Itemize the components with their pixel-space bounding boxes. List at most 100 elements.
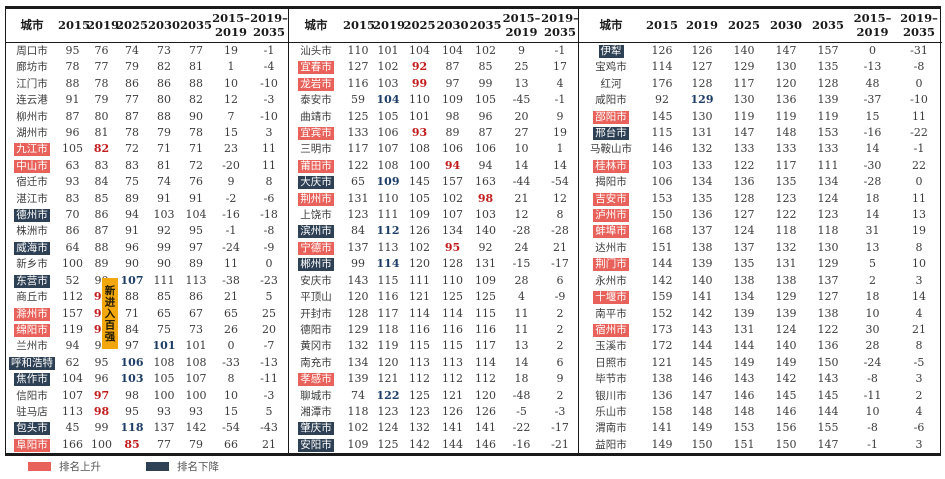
- rank-cell: 0: [869, 44, 876, 57]
- column-header: 2019– 2035: [250, 9, 288, 43]
- rank-cell: 65: [157, 306, 171, 320]
- rank-cell: 149: [775, 355, 797, 369]
- table-row: 荆州市 131 110 105 102 98 21 12: [289, 191, 579, 207]
- rank-cell: 141: [691, 290, 713, 304]
- rank-table-3: 城市 2015 2019 2025 2030 2035 2015– 2019 2019– 20…: [579, 9, 942, 453]
- rank-cell: 6: [556, 355, 564, 369]
- city-cell: 商丘市: [16, 291, 48, 304]
- rank-cell: 95: [444, 240, 461, 254]
- rank-cell: 109: [409, 208, 430, 222]
- rank-cell: 136: [817, 339, 839, 353]
- rank-cell: 8: [915, 339, 923, 353]
- table-row: 邢台市 115 131 147 148 153 -16 -22: [579, 125, 942, 141]
- table-row: 宜春市 127 102 92 87 85 25 17: [289, 59, 579, 75]
- rank-cell: 118: [377, 322, 399, 336]
- rank-cell: 82: [157, 60, 171, 74]
- rank-cell: 108: [409, 142, 430, 156]
- rank-cell: 145: [691, 355, 713, 369]
- rank-cell: 14: [865, 142, 880, 156]
- column-header: 2019– 2035: [541, 9, 579, 43]
- rank-cell: 70: [65, 208, 80, 222]
- city-cell: 荆门市: [579, 256, 643, 272]
- rank-cell: 131: [347, 191, 369, 205]
- table-row: 孝感市 139 121 112 112 112 18 9: [289, 371, 579, 387]
- table-row: 乐山市 158 148 148 146 144 10 4: [579, 404, 942, 420]
- city-cell: 德阳市: [300, 323, 332, 336]
- city-cell: 安阳市: [289, 437, 343, 453]
- rank-cell: -31: [910, 44, 928, 57]
- rank-cell: 106: [120, 355, 144, 369]
- rank-cell: 133: [691, 158, 713, 172]
- rank-cell: 27: [514, 126, 529, 140]
- city-cell: 廊坊市: [16, 61, 48, 74]
- table-row: 绵阳市119938475732620: [6, 322, 288, 338]
- city-cell: 宿州市: [579, 322, 643, 338]
- rank-cell: 143: [733, 372, 755, 386]
- rank-cell: -45: [512, 93, 531, 107]
- rank-cell: 148: [775, 126, 797, 140]
- rank-cell: 138: [733, 273, 755, 287]
- rank-cell: 94: [125, 208, 139, 222]
- rank-cell: -17: [551, 257, 569, 271]
- city-cell: 南充市: [300, 356, 332, 369]
- rank-cell: -10: [910, 93, 928, 107]
- column-header: 2025: [116, 9, 148, 43]
- rank-cell: 96: [125, 240, 139, 254]
- tables-container: 城市 2015 2019 2025 2030 2035 2015– 2019 2019– 20…: [5, 6, 942, 457]
- column-header-city: 城市: [579, 9, 643, 43]
- rank-cell: 10: [224, 76, 238, 90]
- rank-cell: 94: [65, 339, 80, 353]
- rank-cell: 103: [475, 208, 496, 222]
- city-rank-up-highlight: 泸州市: [593, 209, 629, 223]
- rank-cell: 2: [915, 388, 923, 402]
- city-rank-down-highlight: 东营市: [14, 274, 50, 288]
- city-rank-up-highlight: 中山市: [14, 159, 50, 173]
- rank-cell: 153: [817, 126, 839, 140]
- city-cell: 江门市: [16, 77, 48, 90]
- rank-cell: 88: [125, 290, 139, 304]
- rank-cell: 127: [733, 208, 755, 222]
- rank-cell: 101: [409, 109, 430, 123]
- rank-cell: 130: [817, 240, 839, 254]
- rank-cell: 128: [442, 257, 463, 271]
- rank-cell: -6: [913, 421, 925, 435]
- rank-cell: 94: [444, 158, 461, 172]
- rank-cell: 126: [409, 224, 430, 238]
- rank-cell: 138: [691, 240, 713, 254]
- rank-cell: 66: [224, 437, 238, 451]
- rank-cell: 110: [409, 93, 430, 107]
- rank-cell: 128: [347, 306, 369, 320]
- rank-cell: 120: [347, 290, 369, 304]
- table-row: 龙岩市 116 103 99 97 99 13 4: [289, 76, 579, 92]
- rank-cell: 133: [775, 142, 797, 156]
- rank-cell: 135: [691, 191, 713, 205]
- city-cell: 宝鸡市: [595, 61, 627, 74]
- rank-cell: -43: [260, 421, 278, 435]
- rank-cell: 45: [65, 421, 80, 435]
- rank-cell: 143: [691, 322, 713, 336]
- rank-cell: 10: [224, 388, 238, 402]
- rank-cell: 130: [775, 60, 797, 74]
- rank-cell: 11: [912, 109, 926, 123]
- table-row: 中山市 63 83 83 81 72 -20 11: [6, 158, 288, 174]
- city-cell: 郴州市: [289, 256, 343, 272]
- rank-cell: 124: [775, 322, 797, 336]
- rank-cell: 72: [189, 158, 203, 172]
- rank-cell: 147: [733, 126, 755, 140]
- rank-cell: 103: [651, 158, 673, 172]
- table-row: 三明市 117 107 108 106 106 10 1: [289, 141, 579, 157]
- rank-cell: 100: [409, 158, 430, 172]
- table-row: 肇庆市 102 124 132 141 141 -22 -17: [289, 420, 579, 436]
- rank-cell: 78: [189, 126, 203, 140]
- city-cell: 中山市: [6, 158, 58, 174]
- rank-up-label: 排名上升: [59, 461, 101, 473]
- table-row: 湘潭市 118 123 123 126 126 -5 -3: [289, 404, 579, 420]
- table-row: 荆门市 144 139 135 131 129 5 10: [579, 256, 942, 272]
- rank-cell: 22: [912, 158, 926, 172]
- city-cell: 信阳市: [16, 389, 48, 402]
- rank-cell: 72: [125, 142, 139, 156]
- rank-cell: 146: [651, 142, 673, 156]
- table-row: 南充市 134 120 113 113 114 14 6: [289, 355, 579, 371]
- rank-cell: -15: [512, 257, 531, 271]
- rank-cell: 118: [775, 224, 797, 238]
